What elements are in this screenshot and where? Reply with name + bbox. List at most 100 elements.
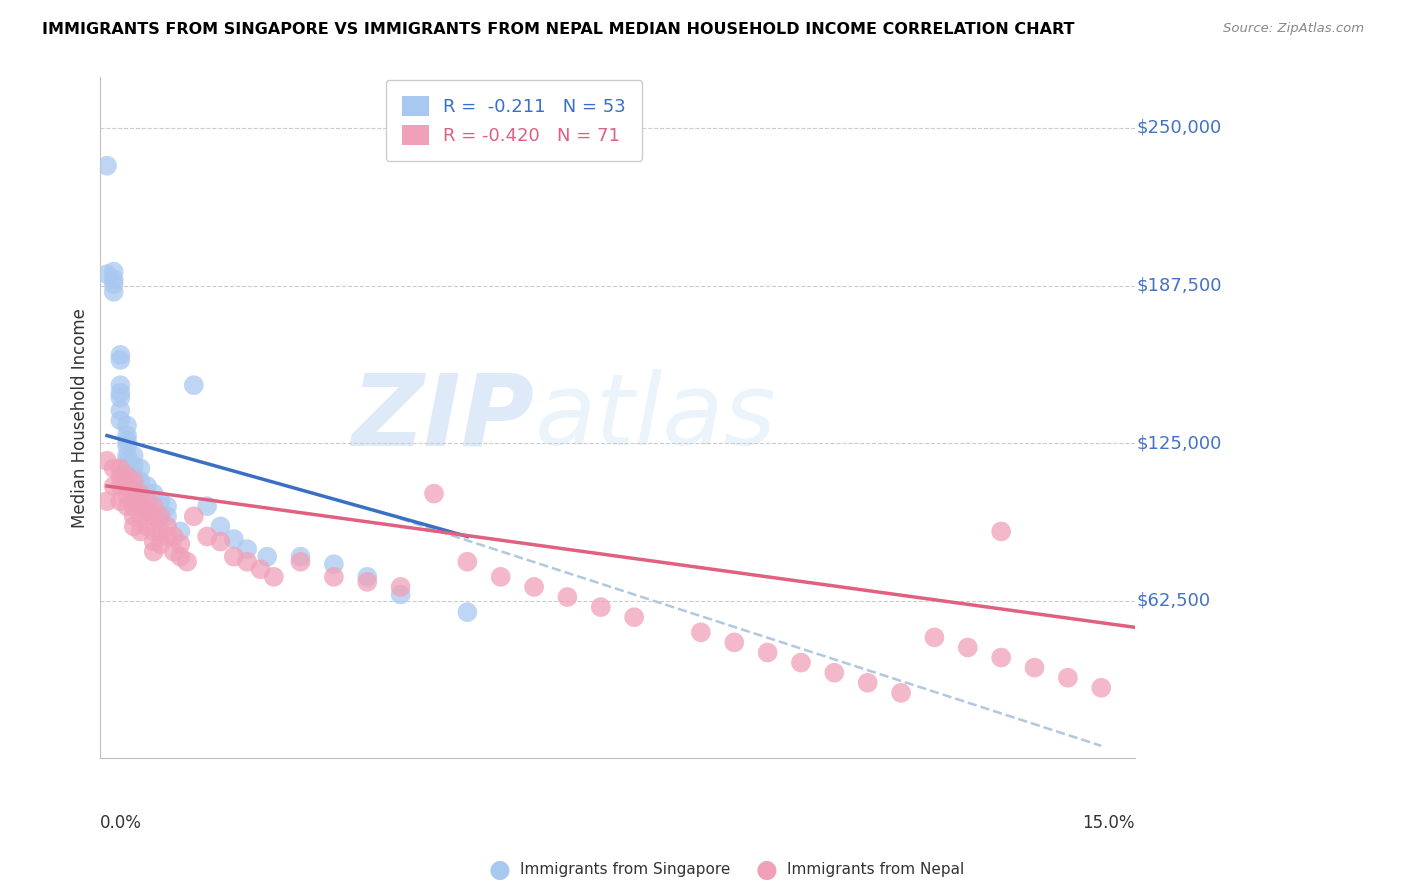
Point [115,449,138,463]
Point [129,500,152,514]
Point [115,461,138,475]
Point [96,494,118,508]
Point [195,500,218,514]
Point [115,434,138,448]
Point [156,500,179,514]
Point [249,562,271,576]
Point [356,574,378,589]
Point [389,580,412,594]
Point [149,509,172,524]
Point [356,570,378,584]
Point [110,403,132,417]
Point [756,646,779,660]
Point [183,378,205,392]
Point [1024,660,1046,674]
Point [129,461,152,475]
Point [115,479,138,493]
Text: $125,000: $125,000 [1136,434,1222,452]
Point [623,610,645,624]
Point [110,461,132,475]
Point [129,486,152,500]
Point [103,461,125,475]
Y-axis label: Median Household Income: Median Household Income [72,308,89,528]
Point [110,479,132,493]
Point [129,524,152,539]
Point [169,537,191,551]
Point [103,479,125,493]
Point [115,500,138,514]
Text: Source: ZipAtlas.com: Source: ZipAtlas.com [1223,22,1364,36]
Point [142,524,165,539]
Point [195,529,218,543]
Text: $187,500: $187,500 [1136,277,1222,294]
Point [523,580,546,594]
Point [156,509,179,524]
Point [222,532,245,546]
Point [169,524,191,539]
Point [163,544,186,558]
Point [589,600,612,615]
Point [122,486,145,500]
Point [122,500,145,514]
Point [136,479,159,493]
Text: $250,000: $250,000 [1136,119,1222,136]
Point [122,484,145,499]
Point [142,544,165,558]
Point [115,454,138,468]
Point [122,469,145,483]
Point [456,605,478,619]
Point [222,549,245,564]
Point [96,159,118,173]
Point [322,558,344,572]
Point [456,555,478,569]
Point [924,631,946,645]
Point [990,650,1012,665]
Point [110,348,132,362]
Point [256,549,278,564]
Point [96,454,118,468]
Point [856,675,879,690]
Text: ZIP: ZIP [352,369,534,467]
Point [209,534,232,549]
Point [110,385,132,400]
Text: IMMIGRANTS FROM SINGAPORE VS IMMIGRANTS FROM NEPAL MEDIAN HOUSEHOLD INCOME CORRE: IMMIGRANTS FROM SINGAPORE VS IMMIGRANTS … [42,22,1074,37]
Point [149,537,172,551]
Point [236,542,259,557]
Point [129,500,152,514]
Point [110,378,132,392]
Point [142,504,165,518]
Point [156,519,179,533]
Point [115,439,138,453]
Point [689,625,711,640]
Point [389,587,412,601]
Point [142,500,165,514]
Point [129,486,152,500]
Point [103,277,125,292]
Point [263,570,285,584]
Text: Immigrants from Singapore: Immigrants from Singapore [520,863,731,877]
Point [129,474,152,488]
Point [322,570,344,584]
Point [96,267,118,281]
Point [149,524,172,539]
Point [136,504,159,518]
Point [236,555,259,569]
Point [115,469,138,483]
Point [790,656,813,670]
Point [557,590,579,604]
Point [122,509,145,524]
Point [122,500,145,514]
Point [110,353,132,368]
Point [122,449,145,463]
Point [290,549,312,564]
Point [136,519,159,533]
Point [163,529,186,543]
Text: atlas: atlas [534,369,776,467]
Point [103,265,125,279]
Point [156,529,179,543]
Point [110,494,132,508]
Point [183,509,205,524]
Point [142,534,165,549]
Point [122,519,145,533]
Point [956,640,979,655]
